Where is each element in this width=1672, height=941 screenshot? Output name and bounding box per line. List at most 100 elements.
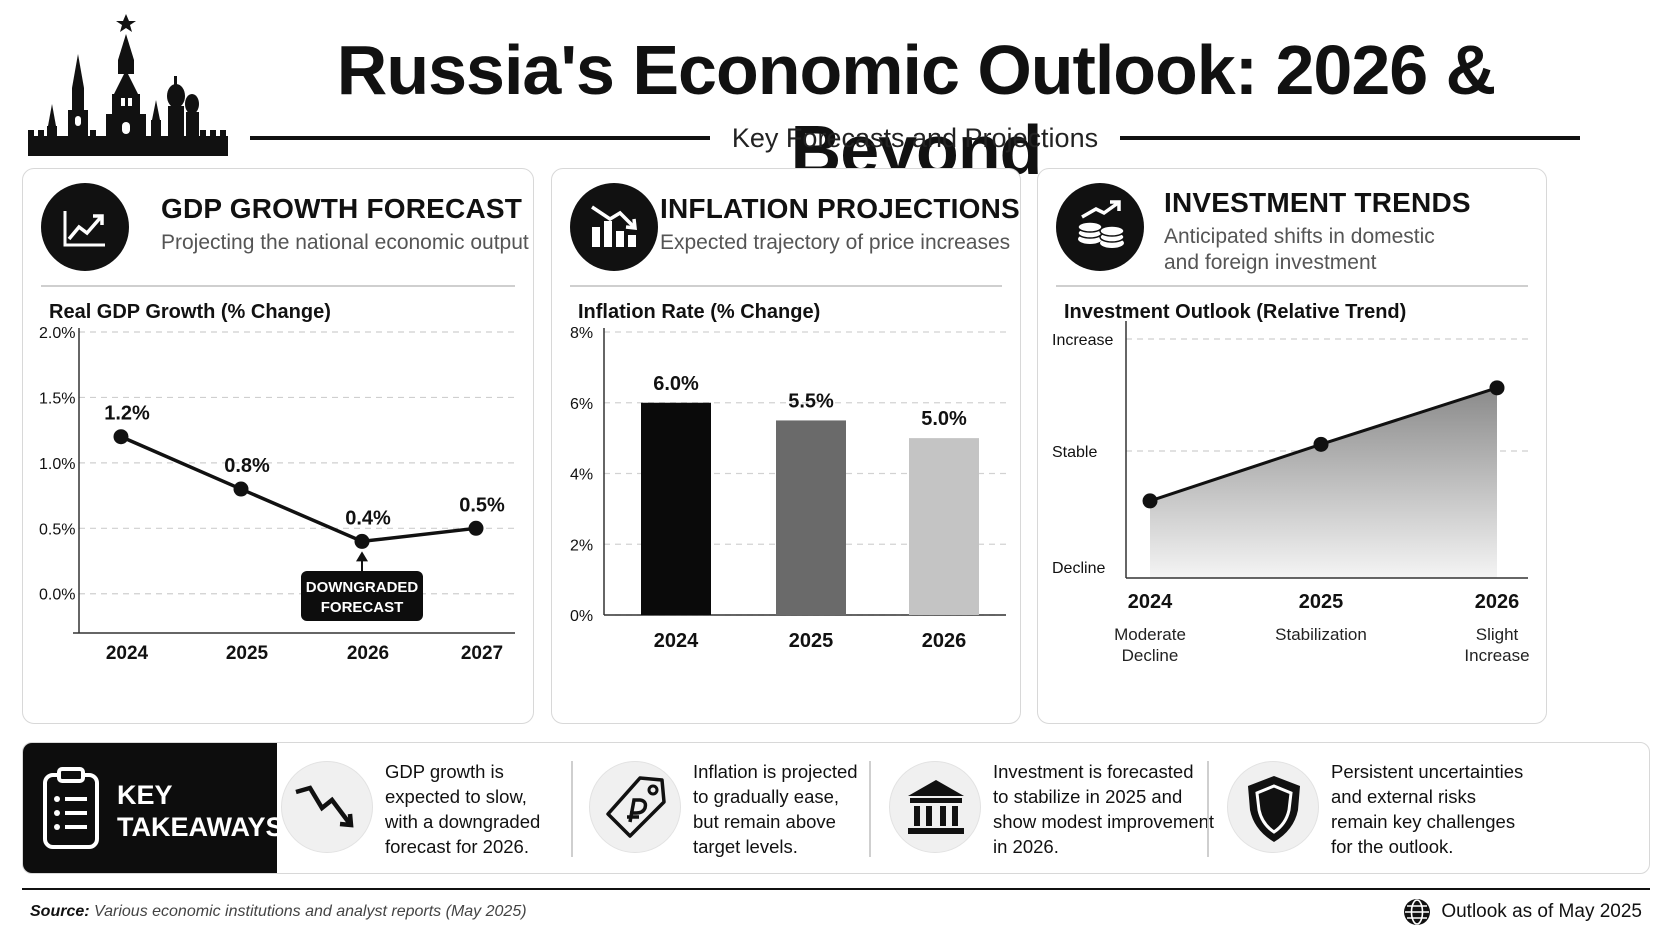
gdp-line-chart: 2.0% 1.5% 1.0% 0.5% 0.0% 1.2% 2024 0.8% 2025 0.4%…	[39, 325, 515, 664]
gdp-x-tick-label: 2025	[226, 643, 269, 664]
inflation-x-tick-label: 2025	[789, 630, 834, 652]
gdp-x-tick-label: 2024	[106, 643, 149, 664]
footer-rule	[22, 888, 1650, 890]
takeaway-gdp-line-2: expected to slow,	[385, 786, 527, 807]
inflation-data-label: 5.0%	[921, 408, 967, 430]
inflation-x-tick-label: 2026	[922, 630, 967, 652]
subtitle-rule-left	[250, 136, 710, 140]
gdp-panel: GDP GROWTH FORECAST Projecting the natio…	[22, 168, 534, 724]
takeaway-investment-line-2: to stabilize in 2025 and	[993, 786, 1183, 807]
chart-trend-up-icon	[41, 183, 129, 271]
investment-y-level-label: Decline	[1052, 560, 1105, 577]
gdp-data-point	[113, 429, 129, 445]
investment-x-tick-label: 2026	[1475, 591, 1520, 613]
inflation-panel: INFLATION PROJECTIONS Expected trajector…	[551, 168, 1021, 724]
shield-icon	[1227, 761, 1319, 853]
gdp-data-label: 0.4%	[345, 507, 391, 529]
inflation-bar	[776, 420, 846, 615]
investment-y-level-label: Increase	[1052, 332, 1113, 349]
takeaway-separator	[869, 761, 871, 857]
inflation-y-tick-label: 8%	[570, 325, 593, 342]
gdp-series-line	[120, 435, 477, 544]
investment-panel-subtitle-1: Anticipated shifts in domestic	[1164, 225, 1435, 248]
takeaway-separator	[1207, 761, 1209, 857]
takeaway-gdp-line-3: with a downgraded	[385, 811, 541, 832]
investment-data-point	[1489, 380, 1505, 396]
source-text: Various economic institutions and analys…	[94, 903, 527, 920]
gdp-data-label: 1.2%	[104, 403, 150, 425]
outlook-date: Outlook as of May 2025	[1403, 898, 1642, 926]
gdp-data-label: 0.8%	[224, 455, 270, 477]
investment-data-point	[1313, 436, 1329, 452]
inflation-panel-subtitle: Expected trajectory of price increases	[660, 231, 1011, 254]
gdp-panel-divider	[41, 285, 515, 287]
takeaway-investment-line-1: Investment is forecasted	[993, 761, 1194, 782]
investment-panel-title: INVESTMENT TRENDS	[1164, 187, 1471, 218]
investment-data-point	[1142, 493, 1158, 509]
gdp-y-tick-label: 0.5%	[39, 521, 75, 538]
inflation-panel-title: INFLATION PROJECTIONS	[660, 193, 1020, 224]
gdp-annotation-box	[301, 571, 423, 621]
source-note: Source: Various economic institutions an…	[30, 903, 527, 921]
takeaway-inflation-text: Inflation is projected to gradually ease…	[693, 759, 923, 859]
trend-down-arrow-icon	[281, 761, 373, 853]
gdp-data-point	[354, 533, 370, 549]
outlook-date-text: Outlook as of May 2025	[1441, 901, 1642, 922]
investment-panel: INVESTMENT TRENDS Anticipated shifts in …	[1037, 168, 1547, 724]
takeaway-risks-line-2: and external risks	[1331, 786, 1476, 807]
inflation-panel-divider	[570, 285, 1002, 287]
takeaway-investment-line-4: in 2026.	[993, 836, 1059, 857]
takeaway-inflation-line-2: to gradually ease,	[693, 786, 840, 807]
takeaway-gdp-line-4: forecast for 2026.	[385, 836, 529, 857]
takeaway-gdp-text: GDP growth is expected to slow, with a d…	[385, 759, 615, 859]
investment-chart-label: Investment Outlook (Relative Trend)	[1064, 301, 1407, 323]
coins-growth-icon	[1056, 183, 1144, 271]
investment-category-note: Moderate	[1114, 625, 1186, 644]
gdp-y-tick-label: 0.0%	[39, 587, 75, 604]
subtitle-row: Key Forecasts and Projections	[250, 120, 1580, 156]
subtitle-rule-right	[1120, 136, 1580, 140]
takeaway-investment-line-3: show modest improvement	[993, 811, 1215, 832]
bar-chart-down-icon	[570, 183, 658, 271]
kremlin-skyline-icon	[28, 14, 228, 156]
takeaway-inflation-line-4: target levels.	[693, 836, 798, 857]
gdp-data-point	[468, 520, 484, 536]
investment-area-chart: Increase Stable Decline 2024 Moderate Decline…	[1052, 321, 1530, 665]
investment-x-tick-label: 2025	[1299, 591, 1344, 613]
page-subtitle: Key Forecasts and Projections	[731, 122, 1099, 153]
investment-x-tick-label: 2024	[1128, 591, 1173, 613]
gdp-data-point	[233, 481, 249, 497]
clipboard-list-icon	[43, 767, 99, 849]
investment-area-fill	[1150, 387, 1497, 578]
inflation-y-tick-label: 4%	[570, 467, 593, 484]
investment-category-note: Slight	[1476, 625, 1519, 644]
takeaway-inflation-line-1: Inflation is projected	[693, 761, 858, 782]
ruble-price-tag-icon	[589, 761, 681, 853]
takeaway-gdp-line-1: GDP growth is	[385, 761, 504, 782]
inflation-data-label: 6.0%	[653, 373, 699, 395]
inflation-bar	[909, 438, 979, 615]
key-takeaways-heading: KEY TAKEAWAYS	[23, 743, 284, 873]
takeaway-inflation-line-3: but remain above	[693, 811, 836, 832]
gdp-x-tick-label: 2026	[347, 643, 389, 664]
takeaway-investment-text: Investment is forecasted to stabilize in…	[993, 759, 1223, 859]
inflation-y-tick-label: 6%	[570, 396, 593, 413]
gdp-annotation-line1: DOWNGRADED	[306, 579, 419, 596]
key-takeaways-label: KEY TAKEAWAYS	[117, 779, 284, 843]
takeaway-risks-line-4: for the outlook.	[1331, 836, 1454, 857]
takeaway-risks-line-3: remain key challenges	[1331, 811, 1516, 832]
gdp-annotation-arrowhead	[356, 551, 368, 562]
inflation-data-label: 5.5%	[788, 390, 834, 412]
inflation-chart-label: Inflation Rate (% Change)	[578, 301, 821, 323]
header: Russia's Economic Outlook: 2026 & Beyond…	[0, 0, 1672, 189]
inflation-y-tick-label: 2%	[570, 537, 593, 554]
gdp-annotation-line2: FORECAST	[321, 599, 404, 616]
takeaway-risks-line-1: Persistent uncertainties	[1331, 761, 1524, 782]
key-takeaways-label-line1: KEY	[117, 780, 173, 810]
inflation-y-tick-label: 0%	[570, 608, 593, 625]
inflation-bar	[641, 402, 711, 615]
gdp-panel-title: GDP GROWTH FORECAST	[161, 193, 523, 224]
takeaway-risks-text: Persistent uncertainties and external ri…	[1331, 759, 1561, 859]
globe-icon	[1404, 899, 1431, 925]
gdp-y-tick-label: 1.0%	[39, 456, 75, 473]
